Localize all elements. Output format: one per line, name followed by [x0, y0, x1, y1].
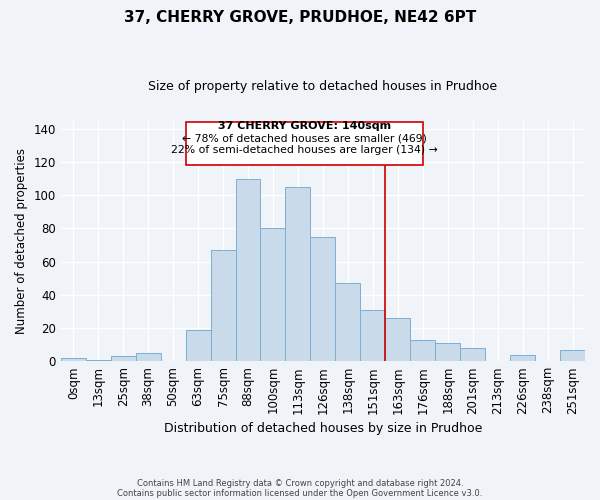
- Bar: [211, 250, 236, 361]
- X-axis label: Distribution of detached houses by size in Prudhoe: Distribution of detached houses by size …: [164, 422, 482, 435]
- Text: 37, CHERRY GROVE, PRUDHOE, NE42 6PT: 37, CHERRY GROVE, PRUDHOE, NE42 6PT: [124, 10, 476, 25]
- Bar: [310, 236, 335, 361]
- Bar: [136, 353, 161, 361]
- Y-axis label: Number of detached properties: Number of detached properties: [15, 148, 28, 334]
- Bar: [86, 360, 111, 361]
- Bar: [335, 283, 361, 361]
- Text: 22% of semi-detached houses are larger (134) →: 22% of semi-detached houses are larger (…: [171, 146, 437, 156]
- Bar: [385, 318, 410, 361]
- Bar: [260, 228, 286, 361]
- Bar: [560, 350, 585, 361]
- Bar: [185, 330, 211, 361]
- FancyBboxPatch shape: [185, 122, 423, 166]
- Title: Size of property relative to detached houses in Prudhoe: Size of property relative to detached ho…: [148, 80, 497, 93]
- Bar: [435, 343, 460, 361]
- Text: ← 78% of detached houses are smaller (469): ← 78% of detached houses are smaller (46…: [182, 133, 427, 143]
- Bar: [61, 358, 86, 361]
- Text: 37 CHERRY GROVE: 140sqm: 37 CHERRY GROVE: 140sqm: [218, 121, 391, 131]
- Bar: [410, 340, 435, 361]
- Bar: [460, 348, 485, 361]
- Bar: [361, 310, 385, 361]
- Text: Contains HM Land Registry data © Crown copyright and database right 2024.: Contains HM Land Registry data © Crown c…: [137, 478, 463, 488]
- Bar: [510, 354, 535, 361]
- Bar: [236, 178, 260, 361]
- Bar: [111, 356, 136, 361]
- Text: Contains public sector information licensed under the Open Government Licence v3: Contains public sector information licen…: [118, 488, 482, 498]
- Bar: [286, 187, 310, 361]
